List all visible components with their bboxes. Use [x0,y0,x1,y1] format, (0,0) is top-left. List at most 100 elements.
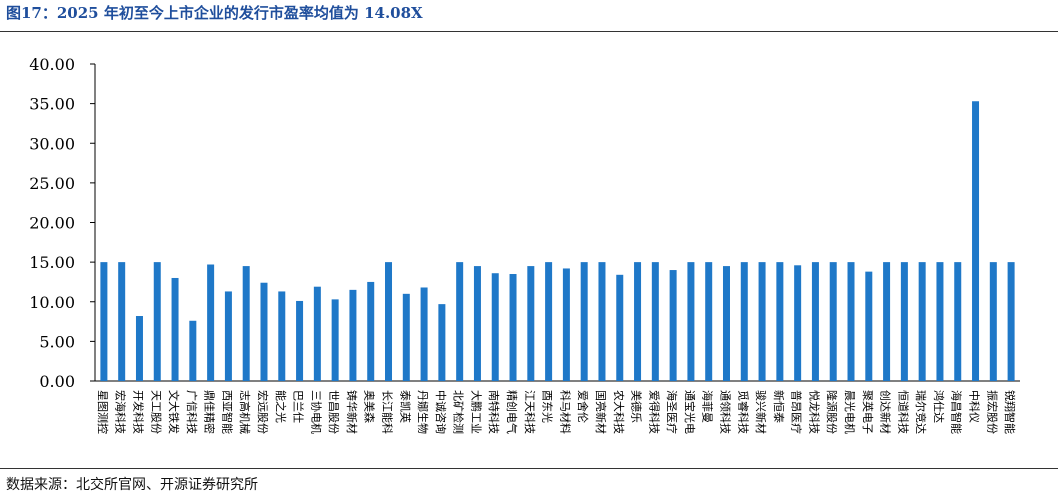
x-tick-label: 江天科技 [523,390,537,434]
bar [865,271,873,381]
bar [331,299,339,381]
x-tick-label: 文大铁发 [167,390,181,434]
x-tick-label: 恒道科技 [896,390,910,434]
x-tick-label: 骏兴新材 [754,390,768,434]
y-tick-label: 15.00 [29,253,75,272]
bar [296,300,304,381]
y-tick-label: 25.00 [29,174,75,193]
bar [473,266,481,381]
bar [420,287,428,381]
bar [545,262,553,381]
x-tick-label: 星图测控 [96,390,110,434]
x-tick-label: 通领科技 [718,390,732,434]
x-tick-label: 爱舍伦 [576,390,590,423]
x-tick-label: 南特科技 [487,390,501,434]
bar [936,262,944,381]
x-tick-label: 农大科技 [612,390,626,434]
y-tick-label: 0.00 [39,372,75,391]
bar [669,270,677,381]
bar [972,101,980,381]
x-tick-label: 美德乐 [630,390,644,423]
bar [527,266,535,381]
bar [634,262,642,381]
bar [171,277,179,381]
x-tick-label: 新恒泰 [772,390,786,423]
x-tick-label: 海圣医疗 [665,390,679,434]
x-tick-label: 宏海科技 [114,390,128,434]
x-tick-label: 海昌智能 [950,390,964,434]
bottom-divider [0,468,1058,469]
bar [385,262,393,381]
x-tick-label: 世昌股份 [327,390,340,434]
x-tick-label: 觅睿科技 [736,390,750,434]
x-tick-label: 国亮新材 [594,390,608,434]
x-tick-label: 海菲曼 [701,390,715,423]
x-tick-label: 精创电气 [505,390,519,434]
x-tick-label: 宏远股份 [256,390,270,434]
bar [509,274,517,381]
bar [918,262,926,381]
bar [847,262,855,381]
x-tick-label: 北矿检测 [452,390,466,434]
bar [776,262,784,381]
bar [367,281,375,381]
bar [491,273,499,381]
x-tick-label: 三协电机 [309,390,323,434]
x-tick-label: 巴兰仕 [292,390,305,423]
x-tick-label: 鼎佳精密 [203,390,217,434]
x-tick-label: 锐翔智能 [1003,390,1017,434]
bar [705,262,713,381]
bar [811,262,819,381]
x-tick-label: 天工股份 [149,390,162,434]
bar [438,304,446,381]
x-tick-label: 鸿仕达 [932,390,946,423]
bar [118,262,126,381]
bar [598,262,606,381]
x-tick-label: 大鹏工业 [469,390,483,434]
x-tick-label: 科马材料 [558,390,572,434]
y-tick-label: 30.00 [29,134,75,153]
x-tick-label: 奥美森 [363,390,377,423]
bar [402,293,410,381]
bar [687,262,695,381]
bar [829,262,837,381]
x-tick-label: 悦龙科技 [807,390,821,434]
x-tick-label: 振宏股份 [985,390,999,434]
y-tick-label: 20.00 [29,214,75,233]
x-tick-label: 晨光电机 [843,390,857,434]
x-tick-label: 泰凯英 [398,390,412,423]
bar [580,262,588,381]
bar [651,262,659,381]
y-tick-label: 40.00 [29,55,75,74]
y-tick-label: 35.00 [29,95,75,114]
top-divider [0,31,1058,32]
bar [100,262,108,381]
bar [758,262,766,381]
data-source: 数据来源：北交所官网、开源证券研究所 [6,477,258,493]
bar [349,289,357,381]
x-tick-label: 广信科技 [185,390,199,434]
x-tick-label: 西亚智能 [220,390,234,434]
bar [722,266,730,381]
x-tick-label: 酉东光 [541,390,555,423]
bar [989,262,997,381]
bar-chart: 0.00 5.00 10.00 15.00 20.00 25.00 30.00 35.00 40… [29,55,1020,434]
x-tick-label: 开发科技 [131,390,145,434]
x-tick-label: 能之光 [274,390,288,423]
x-tick-label: 隆源股份 [825,390,839,434]
bar [740,262,748,381]
x-tick-label: 聚英电子 [861,390,875,434]
bar [883,262,891,381]
bar [260,282,268,381]
x-tick-label: 通宝光电 [683,390,697,434]
bar [794,265,802,381]
bar [562,268,570,381]
figure-title: 图17：2025 年初至今上市企业的发行市盈率均值为 14.08X [6,4,423,22]
bar [153,262,161,381]
bar [954,262,962,381]
x-tick-label: 志高机械 [238,390,252,434]
y-tick-label: 10.00 [29,293,75,312]
x-tick-label: 长江能科 [381,390,395,434]
bar [135,316,143,381]
bar [224,291,232,381]
